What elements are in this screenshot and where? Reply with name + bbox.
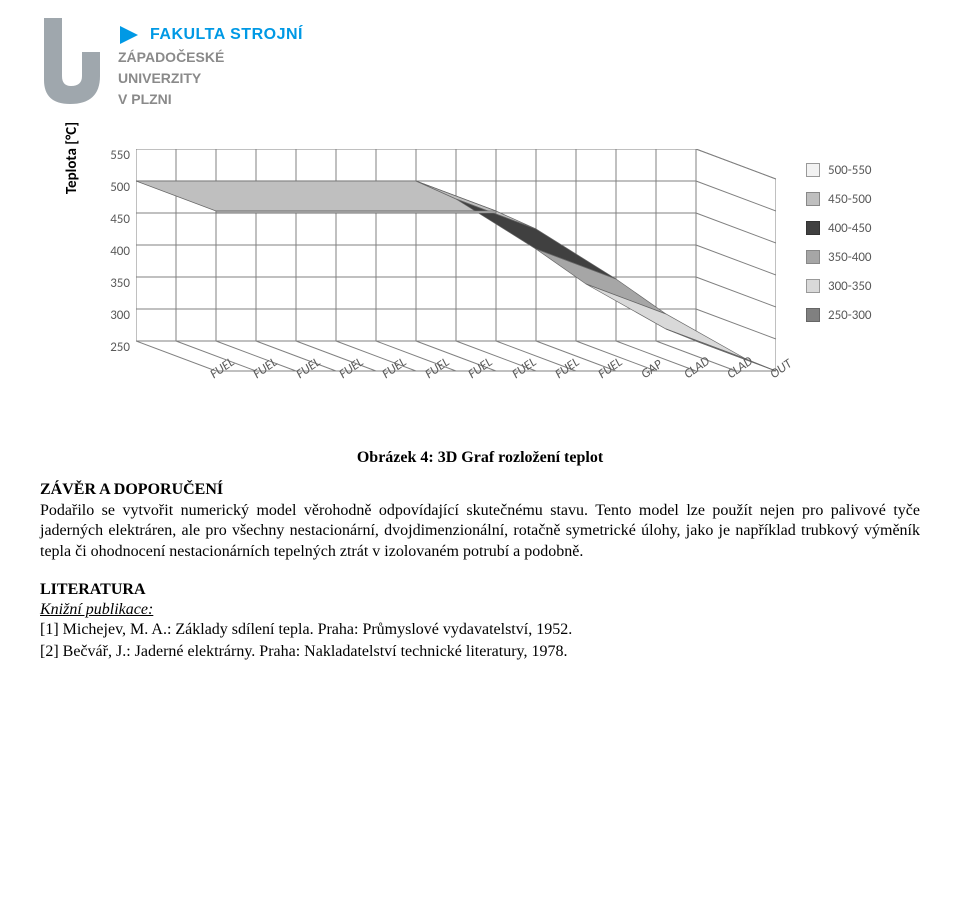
legend-label: 350-400	[828, 250, 872, 265]
uni-line-2: UNIVERZITY	[118, 69, 303, 88]
legend-swatch	[806, 308, 820, 322]
reference-2: [2] Bečvář, J.: Jaderné elektrárny. Prah…	[40, 641, 920, 663]
legend-item: 300-350	[806, 279, 872, 294]
x-tick: FUEL	[595, 354, 625, 381]
legend-label: 500-550	[828, 163, 872, 178]
x-tick: OUT	[767, 356, 795, 382]
legend-item: 450-500	[806, 192, 872, 207]
x-tick: FUEL	[207, 354, 237, 381]
literature-category: Knižní publikace:	[40, 601, 920, 619]
legend-item: 350-400	[806, 250, 872, 265]
x-tick: FUEL	[466, 354, 496, 381]
u-shape	[44, 18, 100, 104]
legend-item: 250-300	[806, 308, 872, 323]
legend-item: 400-450	[806, 221, 872, 236]
faculty-name: FAKULTA STROJNÍ	[150, 26, 303, 44]
legend-swatch	[806, 192, 820, 206]
y-tick: 350	[84, 277, 130, 309]
university-logo-block: FAKULTA STROJNÍ ZÁPADOČESKÉ UNIVERZITY V…	[40, 18, 920, 109]
x-tick: FUEL	[294, 354, 324, 381]
plot-area: FUEL FUEL FUEL FUEL FUEL FUEL FUEL FUEL FUEL FUEL…	[136, 149, 776, 389]
legend-swatch	[806, 279, 820, 293]
play-icon	[118, 24, 140, 46]
x-tick: FUEL	[552, 354, 582, 381]
y-tick: 300	[84, 309, 130, 341]
conclusion-paragraph: Podařilo se vytvořit numerický model věr…	[40, 501, 920, 563]
x-tick: FUEL	[250, 354, 280, 381]
x-tick: GAP	[638, 357, 665, 382]
x-tick: FUEL	[380, 354, 410, 381]
legend-label: 450-500	[828, 192, 872, 207]
x-tick: CLAD	[724, 353, 755, 381]
legend-label: 250-300	[828, 308, 872, 323]
legend-swatch	[806, 250, 820, 264]
x-tick: FUEL	[337, 354, 367, 381]
legend-swatch	[806, 221, 820, 235]
reference-1: [1] Michejev, M. A.: Základy sdílení tep…	[40, 619, 920, 641]
chart-legend: 500-550 450-500 400-450 350-400 300-350 250-3…	[806, 163, 872, 337]
chart-3d-surface: Teplota [°C] 550500450400350300250	[60, 149, 920, 389]
y-tick: 550	[84, 149, 130, 181]
legend-item: 500-550	[806, 163, 872, 178]
y-axis-ticks: 550500450400350300250	[84, 149, 136, 373]
legend-label: 400-450	[828, 221, 872, 236]
y-tick: 450	[84, 213, 130, 245]
y-axis-label: Teplota [°C]	[63, 122, 81, 194]
legend-label: 300-350	[828, 279, 872, 294]
figure-caption: Obrázek 4: 3D Graf rozložení teplot	[40, 449, 920, 467]
uni-line-3: V PLZNI	[118, 90, 303, 109]
x-axis-ticks: FUEL FUEL FUEL FUEL FUEL FUEL FUEL FUEL FUEL FUEL…	[136, 357, 776, 387]
x-tick: CLAD	[681, 353, 712, 381]
y-tick: 500	[84, 181, 130, 213]
x-tick: FUEL	[423, 354, 453, 381]
legend-swatch	[806, 163, 820, 177]
y-tick: 250	[84, 341, 130, 373]
y-tick: 400	[84, 245, 130, 277]
x-tick: FUEL	[509, 354, 539, 381]
section-heading-literature: LITERATURA	[40, 581, 920, 599]
section-heading-conclusion: ZÁVĚR A DOPORUČENÍ	[40, 481, 920, 499]
logo-u-icon	[40, 18, 104, 108]
uni-line-1: ZÁPADOČESKÉ	[118, 48, 303, 67]
logo-text: FAKULTA STROJNÍ ZÁPADOČESKÉ UNIVERZITY V…	[118, 18, 303, 109]
